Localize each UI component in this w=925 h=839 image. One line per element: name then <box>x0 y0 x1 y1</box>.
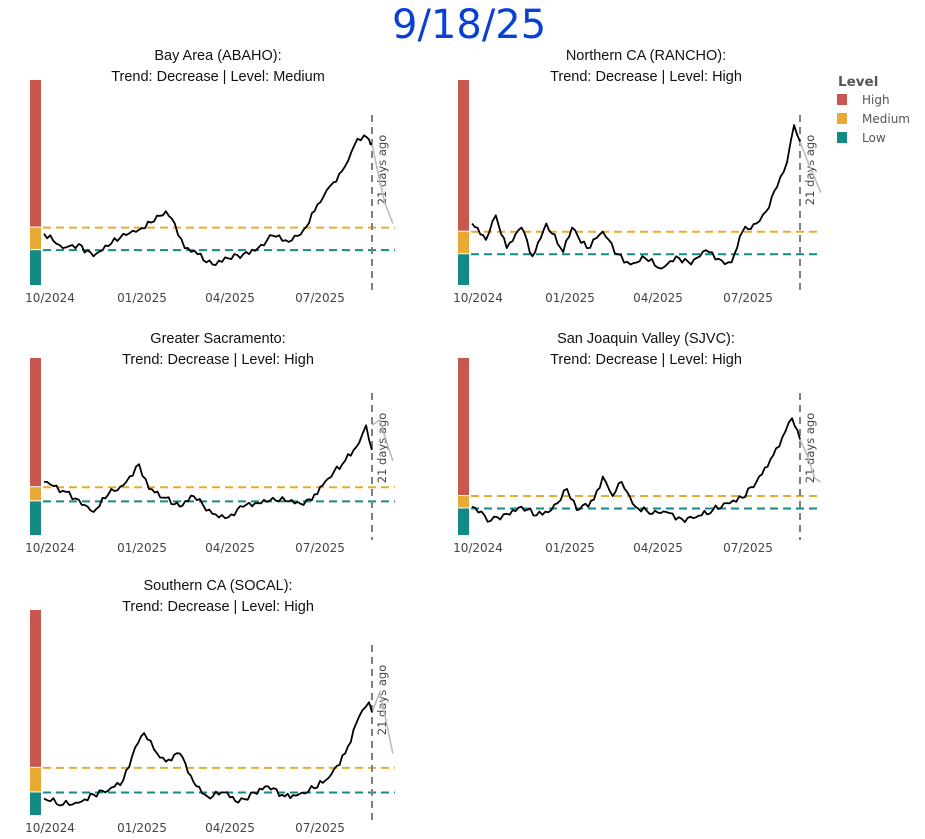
series-tail <box>371 418 394 461</box>
x-tick-label: 07/2025 <box>295 291 345 305</box>
chart-subtitle: Trend: Decrease | Level: High <box>550 69 742 85</box>
chart-subtitle: Trend: Decrease | Level: High <box>122 352 314 368</box>
x-tick-label: 04/2025 <box>633 541 683 555</box>
chart-panel: Northern CA (RANCHO): Trend: Decrease | L… <box>453 48 822 305</box>
x-tick-label: 10/2024 <box>25 291 75 305</box>
series-line <box>43 701 373 807</box>
level-band-high <box>458 358 469 496</box>
chart-panel: San Joaquin Valley (SJVC): Trend: Decreas… <box>453 331 822 555</box>
x-tick-label: 04/2025 <box>205 541 255 555</box>
level-band-medium <box>458 231 469 254</box>
level-band-medium <box>30 227 41 250</box>
chart-title: Southern CA (SOCAL): <box>143 578 292 594</box>
level-band-high <box>30 80 41 227</box>
series-line <box>471 124 801 270</box>
chart-panel: Greater Sacramento: Trend: Decrease | Lev… <box>25 331 395 555</box>
chart-subtitle: Trend: Decrease | Level: Medium <box>111 69 325 85</box>
level-band-low <box>30 792 41 815</box>
level-band-low <box>458 508 469 535</box>
x-tick-label: 07/2025 <box>295 541 345 555</box>
x-tick-label: 04/2025 <box>205 821 255 835</box>
x-tick-label: 01/2025 <box>545 541 595 555</box>
legend: Level High Medium Low <box>837 74 910 145</box>
chart-title: San Joaquin Valley (SJVC): <box>557 331 735 347</box>
chart-subtitle: Trend: Decrease | Level: High <box>550 352 742 368</box>
chart-title: Bay Area (ABAHO): <box>154 48 281 64</box>
chart-panel: Southern CA (SOCAL): Trend: Decrease | Le… <box>25 578 395 835</box>
x-tick-label: 04/2025 <box>633 291 683 305</box>
series-tail <box>371 143 394 224</box>
x-tick-label: 01/2025 <box>117 541 167 555</box>
series-line <box>43 134 373 267</box>
chart-title: Northern CA (RANCHO): <box>566 48 726 64</box>
x-tick-label: 10/2024 <box>453 541 503 555</box>
legend-swatch-low <box>837 132 847 143</box>
vline-label: 21 days ago <box>375 413 389 483</box>
level-band-medium <box>30 487 41 501</box>
x-tick-label: 07/2025 <box>723 291 773 305</box>
legend-swatch-high <box>837 94 847 105</box>
level-band-high <box>30 610 41 767</box>
chart-subtitle: Trend: Decrease | Level: High <box>122 599 314 615</box>
legend-label-medium: Medium <box>862 112 910 126</box>
level-band-high <box>458 80 469 231</box>
handwritten-date: 9/18/25 <box>392 2 546 48</box>
x-tick-label: 01/2025 <box>545 291 595 305</box>
x-tick-label: 07/2025 <box>723 541 773 555</box>
x-tick-label: 01/2025 <box>117 291 167 305</box>
level-band-low <box>30 250 41 285</box>
vline-label: 21 days ago <box>803 413 817 483</box>
level-band-low <box>458 254 469 285</box>
legend-title: Level <box>838 74 878 90</box>
x-tick-label: 10/2024 <box>25 821 75 835</box>
vline-label: 21 days ago <box>803 135 817 205</box>
level-band-high <box>30 358 41 487</box>
series-tail <box>799 141 822 194</box>
series-tail <box>799 439 822 483</box>
x-tick-label: 07/2025 <box>295 821 345 835</box>
x-tick-label: 01/2025 <box>117 821 167 835</box>
legend-swatch-medium <box>837 113 847 124</box>
legend-label-low: Low <box>862 131 886 145</box>
series-line <box>471 417 801 524</box>
series-line <box>44 424 373 520</box>
x-tick-label: 04/2025 <box>205 291 255 305</box>
level-band-medium <box>458 496 469 508</box>
chart-panel: Bay Area (ABAHO): Trend: Decrease | Level… <box>25 48 395 305</box>
x-tick-label: 10/2024 <box>453 291 503 305</box>
x-tick-label: 10/2024 <box>25 541 75 555</box>
vline-label: 21 days ago <box>375 135 389 205</box>
panels: Bay Area (ABAHO): Trend: Decrease | Level… <box>25 48 822 835</box>
legend-label-high: High <box>862 93 890 107</box>
series-tail <box>371 689 394 754</box>
level-band-low <box>30 501 41 535</box>
level-band-medium <box>30 767 41 792</box>
chart-title: Greater Sacramento: <box>150 331 285 347</box>
